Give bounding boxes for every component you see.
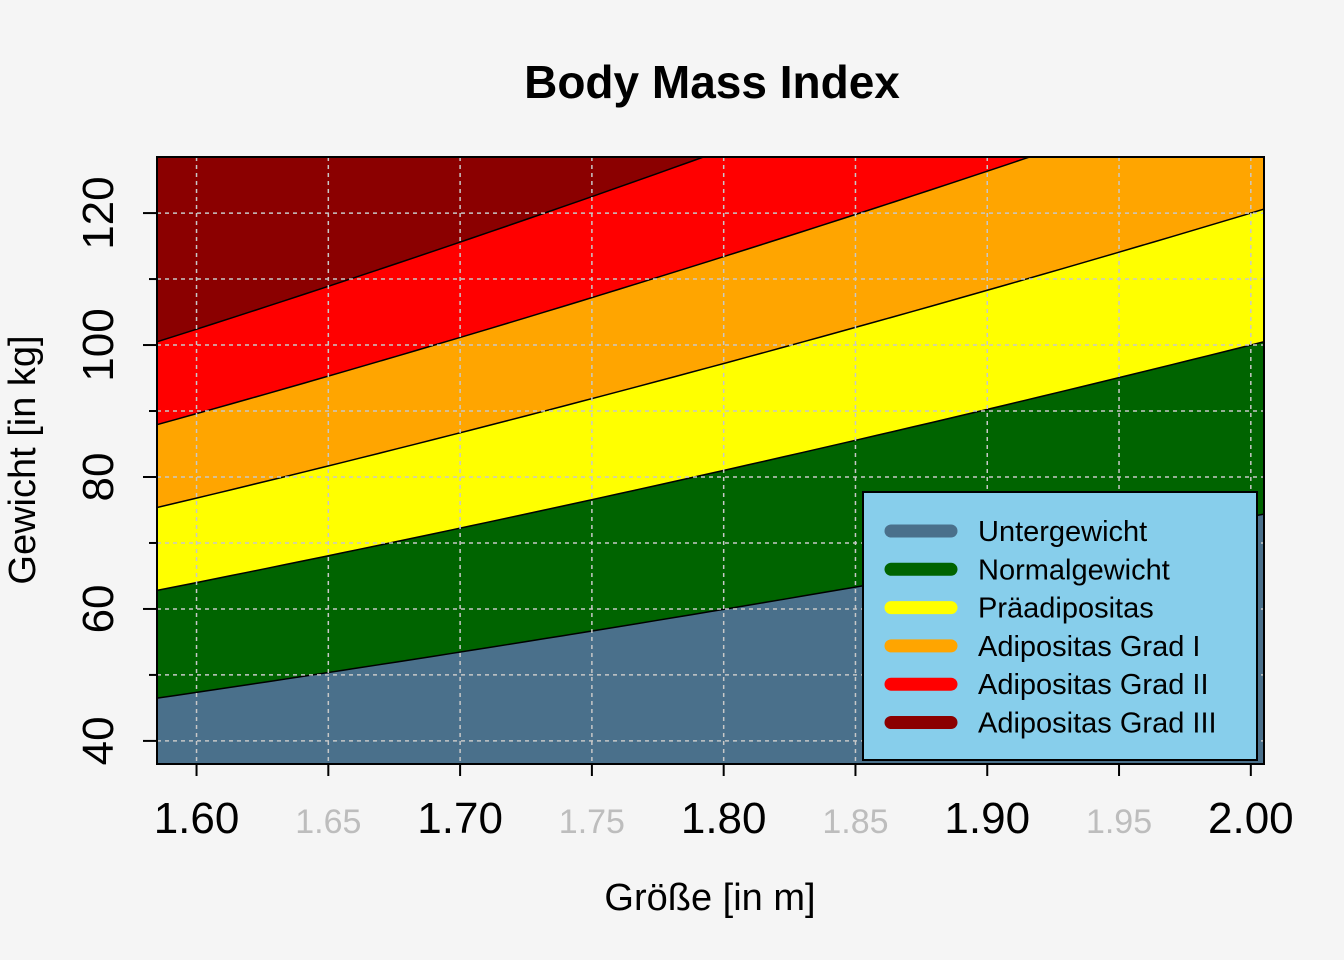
legend: Untergewicht Normalgewicht Präadipositas Ad… (862, 491, 1258, 761)
x-tick-label: 1.70 (417, 794, 503, 843)
legend-label: Präadipositas (978, 593, 1154, 625)
x-tick-label: 1.90 (944, 794, 1030, 843)
legend-label: Adipositas Grad II (978, 669, 1209, 701)
band-3 (157, 157, 1264, 508)
x-axis: 1.60 1.70 1.80 1.90 2.00 1.65 1.75 1.85 1.95 (154, 764, 1294, 843)
x-axis-label: Größe [in m] (604, 877, 815, 919)
band-boundary-5 (157, 157, 706, 343)
y-tick-label: 100 (74, 308, 123, 381)
y-tick-label: 120 (74, 176, 123, 249)
chart-title: Body Mass Index (524, 56, 900, 108)
band-boundary-4 (157, 157, 1033, 426)
x-minor-tick-label: 1.95 (1086, 803, 1152, 841)
band-4 (157, 157, 1030, 425)
band-boundary-3 (157, 208, 1264, 509)
plot-frame (156, 156, 1265, 765)
legend-label: Normalgewicht (978, 554, 1170, 586)
legend-label: Adipositas Grad III (978, 708, 1217, 740)
legend-label: Untergewicht (978, 516, 1147, 548)
band-5 (157, 157, 704, 342)
band-boundary-2 (157, 341, 1264, 592)
y-tick-label: 80 (74, 453, 123, 502)
legend-label: Adipositas Grad I (978, 631, 1200, 663)
x-tick-label: 1.60 (154, 794, 240, 843)
x-minor-tick-label: 1.75 (559, 803, 625, 841)
y-axis: 40 60 80 100 120 (74, 176, 157, 765)
x-tick-label: 2.00 (1208, 794, 1294, 843)
x-minor-tick-label: 1.85 (822, 803, 888, 841)
x-minor-tick-label: 1.65 (295, 803, 361, 841)
x-tick-label: 1.80 (681, 794, 767, 843)
y-tick-label: 40 (74, 716, 123, 765)
y-tick-label: 60 (74, 584, 123, 633)
y-axis-label: Gewicht [in kg] (2, 335, 44, 584)
